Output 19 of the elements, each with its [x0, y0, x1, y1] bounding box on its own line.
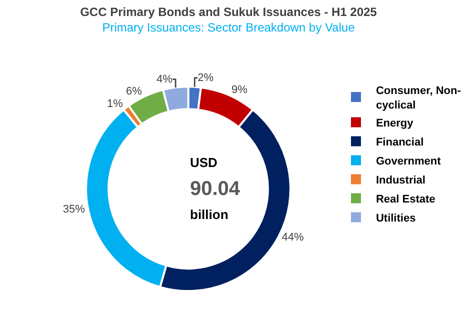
legend-label: Government	[376, 156, 442, 168]
data-label: 35%	[62, 204, 86, 216]
legend-label: Real Estate	[376, 194, 436, 206]
data-label: 6%	[126, 85, 142, 98]
data-label: 9%	[231, 84, 248, 96]
data-label: 1%	[107, 98, 124, 110]
chart-subtitle: Primary Issuances: Sector Breakdown by Value	[102, 20, 356, 35]
text: 90.04	[190, 178, 241, 200]
chart-title: GCC Primary Bonds and Sukuk Issuances - H1 2025	[80, 5, 378, 20]
legend-label: Energy	[376, 118, 414, 130]
legend-label: Industrial	[376, 174, 426, 187]
legend-label: Consumer, Non-cyclical	[376, 85, 462, 112]
data-label: 44%	[282, 232, 304, 244]
data-label: 2%	[198, 72, 214, 84]
legend-label: Utilities	[376, 212, 416, 225]
data-label: 4%	[156, 73, 173, 86]
legend-label: Financial	[376, 136, 424, 149]
text: USD	[190, 155, 218, 170]
text: billion	[190, 207, 228, 222]
